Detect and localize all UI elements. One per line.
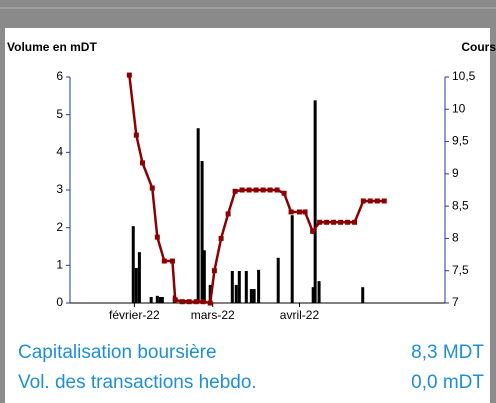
x-tick-label: avril-22 xyxy=(280,308,320,322)
price-marker xyxy=(211,268,217,274)
bar xyxy=(149,296,153,303)
y2-axis-label: Cours xyxy=(461,40,496,54)
y-tick-label: 2 xyxy=(56,220,63,234)
y2-tick-label: 10,5 xyxy=(452,69,476,83)
price-marker xyxy=(331,219,337,225)
bar xyxy=(313,100,317,303)
price-marker xyxy=(281,190,287,196)
price-marker xyxy=(324,219,330,225)
y2-tick-label: 10 xyxy=(452,101,466,115)
bar xyxy=(234,284,238,303)
bar xyxy=(276,257,280,303)
y2-tick-label: 9 xyxy=(452,166,459,180)
bar xyxy=(137,252,141,303)
price-marker xyxy=(207,300,213,306)
price-marker xyxy=(296,209,302,215)
y-tick-label: 3 xyxy=(56,182,63,196)
bar xyxy=(158,296,162,303)
y2-tick-label: 8 xyxy=(452,231,459,245)
price-marker xyxy=(154,234,160,240)
y-tick-label: 0 xyxy=(56,295,63,309)
info-value: 8,3 MDT xyxy=(411,342,484,363)
price-marker xyxy=(246,187,252,193)
price-marker xyxy=(218,235,224,241)
price-marker xyxy=(317,219,323,225)
bar xyxy=(230,270,234,303)
bar xyxy=(200,160,204,303)
x-tick-label: février-22 xyxy=(109,308,160,322)
price-marker xyxy=(239,187,245,193)
bar xyxy=(257,269,261,303)
bar xyxy=(252,289,256,303)
bar xyxy=(155,295,159,303)
y2-tick-label: 8,5 xyxy=(452,198,469,212)
price-marker xyxy=(169,258,175,264)
bar xyxy=(237,270,241,303)
price-marker xyxy=(253,187,259,193)
y-tick-label: 5 xyxy=(56,107,63,121)
bar xyxy=(317,281,321,303)
price-marker xyxy=(267,187,273,193)
bar xyxy=(290,215,294,303)
y2-tick-label: 7 xyxy=(452,295,459,309)
info-label: Capitalisation boursière xyxy=(18,342,217,363)
price-marker xyxy=(302,209,308,215)
x-tick-label: mars-22 xyxy=(191,308,235,322)
price-marker xyxy=(186,299,192,305)
price-marker xyxy=(193,299,199,305)
price-marker xyxy=(133,132,139,138)
bar xyxy=(361,287,365,303)
price-marker xyxy=(338,219,344,225)
price-marker xyxy=(225,211,231,217)
price-marker xyxy=(345,219,351,225)
price-marker xyxy=(381,198,387,204)
price-marker xyxy=(260,187,266,193)
bar xyxy=(202,250,206,303)
bar xyxy=(160,296,164,303)
y-tick-label: 6 xyxy=(56,69,63,83)
price-marker xyxy=(288,209,294,215)
price-marker xyxy=(179,299,185,305)
price-marker xyxy=(360,198,366,204)
info-value: 0,0 mDT xyxy=(411,372,484,393)
price-marker xyxy=(149,185,155,191)
price-marker xyxy=(232,188,238,194)
price-marker xyxy=(352,219,358,225)
price-marker xyxy=(374,198,380,204)
y-axis-label: Volume en mDT xyxy=(7,40,97,54)
y2-tick-label: 9,5 xyxy=(452,134,469,148)
price-marker xyxy=(161,258,167,264)
bar xyxy=(131,226,135,303)
price-marker xyxy=(367,198,373,204)
info-label: Vol. des transactions hebdo. xyxy=(18,372,257,393)
bar xyxy=(244,270,248,303)
bar xyxy=(249,289,253,303)
bar xyxy=(134,267,138,303)
price-marker xyxy=(139,160,145,166)
top-band xyxy=(0,0,496,28)
panel xyxy=(5,28,490,403)
price-marker xyxy=(274,187,280,193)
price-marker xyxy=(172,297,178,303)
price-marker xyxy=(200,299,206,305)
y-tick-label: 4 xyxy=(56,145,63,159)
y2-tick-label: 7,5 xyxy=(452,263,469,277)
bar xyxy=(311,287,315,303)
price-marker xyxy=(310,228,316,234)
y-tick-label: 1 xyxy=(56,258,63,272)
price-marker xyxy=(126,72,132,78)
bar xyxy=(196,128,200,303)
